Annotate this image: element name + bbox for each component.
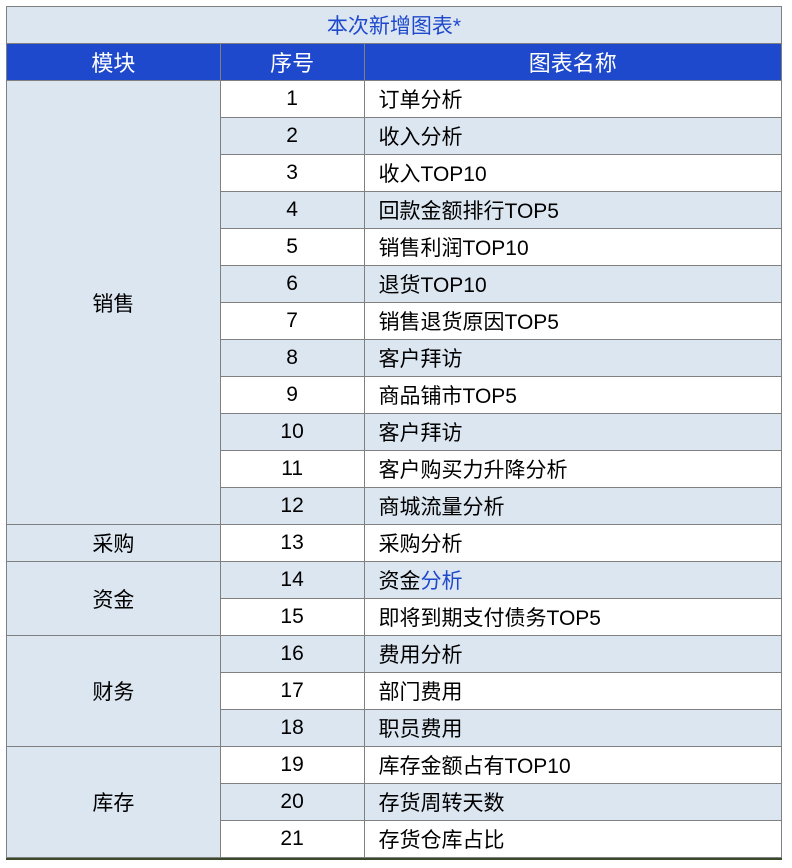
name-cell: 客户拜访 <box>364 340 781 377</box>
name-text-highlight: 分析 <box>421 570 463 593</box>
seq-cell: 3 <box>220 155 364 192</box>
table-row: 库存19库存金额占有TOP10 <box>7 747 782 784</box>
seq-cell: 8 <box>220 340 364 377</box>
seq-cell: 6 <box>220 266 364 303</box>
name-cell: 即将到期支付债务TOP5 <box>364 599 781 636</box>
title-row: 本次新增图表* <box>7 7 782 44</box>
seq-cell: 21 <box>220 821 364 858</box>
name-cell: 销售利润TOP10 <box>364 229 781 266</box>
name-cell: 收入TOP10 <box>364 155 781 192</box>
name-cell: 存货周转天数 <box>364 784 781 821</box>
table-body: 销售1订单分析2收入分析3收入TOP104回款金额排行TOP55销售利润TOP1… <box>7 81 782 858</box>
table-row: 销售1订单分析 <box>7 81 782 118</box>
header-row: 模块 序号 图表名称 <box>7 44 782 81</box>
seq-cell: 18 <box>220 710 364 747</box>
name-cell: 商城流量分析 <box>364 488 781 525</box>
table-row: 财务16费用分析 <box>7 636 782 673</box>
module-cell: 库存 <box>7 747 221 858</box>
seq-cell: 11 <box>220 451 364 488</box>
name-cell: 库存金额占有TOP10 <box>364 747 781 784</box>
seq-cell: 16 <box>220 636 364 673</box>
name-text: 资金 <box>379 570 421 593</box>
module-cell: 销售 <box>7 81 221 525</box>
table-row: 资金 14资金分析 <box>7 562 782 599</box>
seq-cell: 15 <box>220 599 364 636</box>
module-cell: 采购 <box>7 525 221 562</box>
module-cell: 财务 <box>7 636 221 747</box>
name-cell: 收入分析 <box>364 118 781 155</box>
name-cell: 客户拜访 <box>364 414 781 451</box>
seq-cell: 12 <box>220 488 364 525</box>
module-cell: 资金 <box>7 562 221 636</box>
name-cell: 销售退货原因TOP5 <box>364 303 781 340</box>
header-module: 模块 <box>7 44 221 81</box>
header-seq: 序号 <box>220 44 364 81</box>
seq-cell: 5 <box>220 229 364 266</box>
name-cell: 退货TOP10 <box>364 266 781 303</box>
name-cell: 回款金额排行TOP5 <box>364 192 781 229</box>
name-cell: 费用分析 <box>364 636 781 673</box>
seq-cell: 13 <box>220 525 364 562</box>
name-cell: 部门费用 <box>364 673 781 710</box>
seq-cell: 14 <box>220 562 364 599</box>
header-name: 图表名称 <box>364 44 781 81</box>
table-row: 采购13采购分析 <box>7 525 782 562</box>
name-cell: 订单分析 <box>364 81 781 118</box>
seq-cell: 2 <box>220 118 364 155</box>
seq-cell: 10 <box>220 414 364 451</box>
name-cell: 存货仓库占比 <box>364 821 781 858</box>
seq-cell: 4 <box>220 192 364 229</box>
table-title: 本次新增图表* <box>7 7 782 44</box>
name-cell: 职员费用 <box>364 710 781 747</box>
name-cell: 资金分析 <box>364 562 781 599</box>
new-charts-table: 本次新增图表* 模块 序号 图表名称 销售1订单分析2收入分析3收入TOP104… <box>6 6 782 858</box>
name-cell: 客户购买力升降分析 <box>364 451 781 488</box>
name-cell: 商品铺市TOP5 <box>364 377 781 414</box>
seq-cell: 7 <box>220 303 364 340</box>
seq-cell: 9 <box>220 377 364 414</box>
seq-cell: 17 <box>220 673 364 710</box>
name-cell: 采购分析 <box>364 525 781 562</box>
table-bottom-edge <box>6 858 782 862</box>
seq-cell: 1 <box>220 81 364 118</box>
seq-cell: 19 <box>220 747 364 784</box>
seq-cell: 20 <box>220 784 364 821</box>
